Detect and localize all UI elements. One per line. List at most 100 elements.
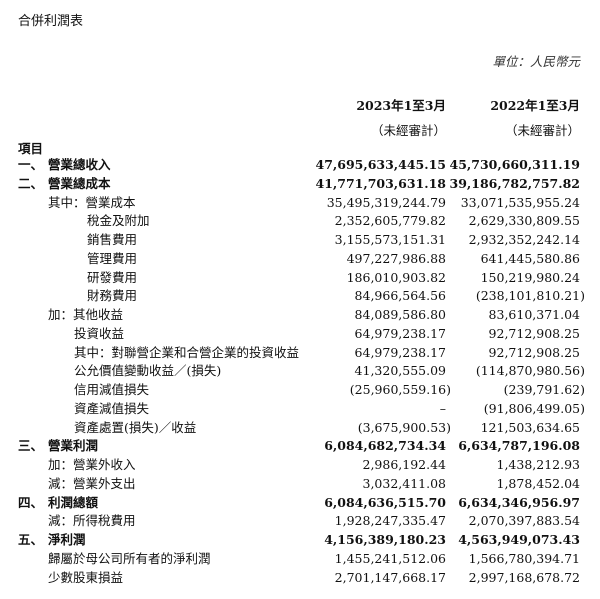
row-label: 投資收益 [74, 325, 125, 341]
value-2022: 92,712,908.25 [488, 344, 580, 360]
value-2023: 497,227,986.88 [346, 250, 446, 266]
row-label: 資產處置(損失)／收益 [74, 419, 197, 435]
value-2022: 150,219,980.24 [480, 269, 580, 285]
column-header-2023: 2023年1至3月 （未經審計） [286, 95, 446, 139]
value-2022: 33,071,535,955.24 [460, 194, 580, 210]
value-2023: 2,986,192.44 [362, 457, 447, 472]
value-2023: 186,010,903.82 [346, 269, 446, 285]
table-row: 公允價值變動收益／(損失) 41,320,555.09 (114,870,980.5… [0, 362, 600, 381]
value-2023: 2,352,605,779.82 [334, 213, 446, 229]
table-row: 財務費用 84,966,564.56 (238,101,810.21) [0, 287, 600, 306]
currency-unit: 單位：人民幣元 [492, 54, 580, 69]
value-2023: 3,155,573,151.31 [334, 232, 446, 247]
table-row: 研發費用 186,010,903.82 150,219,980.24 [0, 269, 600, 288]
table-row: 其中：營業成本 35,495,319,244.79 33,071,535,955.2… [0, 194, 600, 213]
table-row: 三、 營業利潤 6,084,682,734.34 6,634,787,196.08 [0, 437, 600, 456]
table-row: 稅金及附加 2,352,605,779.82 2,629,330,809.55 [0, 212, 600, 231]
value-2022: 1,878,452.04 [496, 475, 581, 491]
value-2022: 121,503,634.65 [480, 419, 580, 435]
table-row: 管理費用 497,227,986.88 641,445,580.86 [0, 250, 600, 269]
row-number: 二、 [18, 175, 44, 191]
income-statement-table: 一、 營業總收入 47,695,633,445.15 45,730,660,311.1… [0, 156, 600, 587]
value-2023: – [439, 400, 446, 416]
row-label: 資產減值損失 [74, 400, 150, 416]
value-2022: 1,438,212.93 [496, 457, 581, 472]
table-row: 五、 淨利潤 4,156,389,180.23 4,563,949,073.43 [0, 531, 600, 550]
row-number: 五、 [18, 532, 44, 547]
table-row: 少數股東損益 2,701,147,668.17 2,997,168,678.72 [0, 569, 600, 588]
row-label: 加：營業外收入 [48, 457, 136, 472]
table-row: 加：其他收益 84,089,586.80 83,610,371.04 [0, 306, 600, 325]
value-2022: 92,712,908.25 [488, 325, 580, 341]
value-2022: (238,101,810.21) [475, 288, 585, 304]
value-2022: 2,932,352,242.14 [468, 232, 580, 247]
value-2022: (91,806,499.05) [483, 400, 585, 416]
row-label: 財務費用 [87, 288, 138, 304]
items-header: 項目 [18, 141, 44, 156]
table-row: 歸屬於母公司所有者的淨利潤 1,455,241,512.06 1,566,780,3… [0, 550, 600, 569]
value-2023: 3,032,411.08 [362, 475, 447, 491]
column-header-2022: 2022年1至3月 （未經審計） [420, 95, 580, 139]
row-label: 營業總成本 [48, 175, 111, 191]
value-2022: 2,997,168,678.72 [468, 569, 580, 585]
row-label: 利潤總額 [48, 494, 99, 510]
value-2023: 1,455,241,512.06 [334, 550, 446, 566]
value-2023: 35,495,319,244.79 [326, 194, 446, 210]
table-row: 投資收益 64,979,238.17 92,712,908.25 [0, 325, 600, 344]
row-label: 減：所得稅費用 [48, 513, 136, 529]
row-label: 其中：對聯營企業和合營企業的投資收益 [74, 344, 300, 360]
value-2023: 2,701,147,668.17 [334, 569, 446, 585]
table-row: 其中：對聯營企業和合營企業的投資收益 64,979,238.17 92,712,90… [0, 344, 600, 363]
row-label: 減：營業外支出 [48, 475, 136, 491]
row-label: 歸屬於母公司所有者的淨利潤 [48, 550, 211, 566]
value-2023: 64,979,238.17 [354, 344, 446, 360]
column-note: （未經審計） [370, 123, 446, 138]
value-2023: 1,928,247,335.47 [334, 513, 446, 529]
value-2023: 41,320,555.09 [354, 363, 446, 379]
row-label: 信用減值損失 [74, 382, 150, 397]
value-2023: 41,771,703,631.18 [315, 175, 446, 191]
value-2023: 64,979,238.17 [354, 325, 446, 341]
value-2022: 6,634,787,196.08 [458, 438, 580, 454]
statement-title: 合併利潤表 [18, 14, 84, 29]
row-number: 一、 [18, 157, 44, 172]
row-label: 銷售費用 [87, 232, 138, 247]
row-label: 研發費用 [87, 269, 138, 285]
row-label: 淨利潤 [48, 532, 86, 547]
row-number: 四、 [18, 494, 44, 510]
table-row: 資產減值損失 – (91,806,499.05) [0, 400, 600, 419]
value-2023: (3,675,900.53) [357, 419, 451, 435]
value-2023: 84,966,564.56 [354, 288, 446, 304]
row-label: 公允價值變動收益／(損失) [74, 363, 222, 379]
value-2023: (25,960,559.16) [349, 382, 451, 397]
table-row: 減：所得稅費用 1,928,247,335.47 2,070,397,883.54 [0, 512, 600, 531]
column-note: （未經審計） [504, 123, 580, 138]
row-number: 三、 [18, 438, 44, 454]
table-row: 資產處置(損失)／收益 (3,675,900.53) 121,503,634.65 [0, 419, 600, 438]
row-label: 管理費用 [87, 250, 138, 266]
value-2022: 4,563,949,073.43 [458, 532, 580, 547]
value-2022: 2,629,330,809.55 [468, 213, 580, 229]
table-row: 銷售費用 3,155,573,151.31 2,932,352,242.14 [0, 231, 600, 250]
value-2022: (114,870,980.56) [475, 363, 585, 379]
value-2023: 6,084,682,734.34 [324, 438, 446, 454]
table-row: 二、 營業總成本 41,771,703,631.18 39,186,782,757.8… [0, 175, 600, 194]
row-label: 其中：營業成本 [48, 194, 136, 210]
table-row: 減：營業外支出 3,032,411.08 1,878,452.04 [0, 475, 600, 494]
value-2023: 4,156,389,180.23 [324, 532, 446, 547]
value-2023: 6,084,636,515.70 [324, 494, 446, 510]
value-2022: 6,634,346,956.97 [458, 494, 580, 510]
row-label: 少數股東損益 [48, 569, 124, 585]
table-row: 一、 營業總收入 47,695,633,445.15 45,730,660,311.1… [0, 156, 600, 175]
value-2023: 47,695,633,445.15 [315, 157, 446, 172]
value-2022: 45,730,660,311.19 [449, 157, 580, 172]
row-label: 營業利潤 [48, 438, 99, 454]
column-period: 2022年1至3月 [490, 98, 580, 113]
value-2023: 84,089,586.80 [354, 307, 446, 322]
value-2022: 2,070,397,883.54 [468, 513, 580, 529]
value-2022: 39,186,782,757.82 [449, 175, 580, 191]
value-2022: (239,791.62) [503, 382, 585, 397]
row-label: 加：其他收益 [48, 307, 124, 322]
value-2022: 641,445,580.86 [480, 250, 580, 266]
row-label: 稅金及附加 [87, 213, 150, 229]
